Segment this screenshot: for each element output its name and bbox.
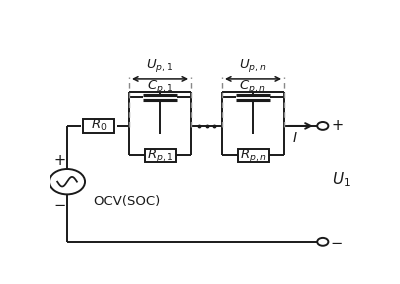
Text: $U_1$: $U_1$ [332, 170, 351, 189]
Text: $U_{p,n}$: $U_{p,n}$ [239, 57, 267, 74]
Text: $U_{p,1}$: $U_{p,1}$ [146, 57, 174, 74]
Text: $R_{p,n}$: $R_{p,n}$ [240, 147, 266, 164]
Text: $R_0$: $R_0$ [90, 118, 107, 133]
Text: $C_{p,n}$: $C_{p,n}$ [240, 78, 267, 95]
FancyBboxPatch shape [238, 149, 268, 162]
Text: $+$: $+$ [53, 153, 66, 168]
Text: $-$: $-$ [53, 196, 66, 211]
Text: $I$: $I$ [292, 131, 298, 145]
FancyBboxPatch shape [83, 119, 114, 133]
FancyBboxPatch shape [144, 149, 176, 162]
Text: $R_{p,1}$: $R_{p,1}$ [147, 147, 174, 164]
Text: $+$: $+$ [330, 118, 343, 133]
Text: $-$: $-$ [330, 234, 342, 249]
Text: OCV(SOC): OCV(SOC) [94, 195, 161, 208]
Text: $C_{p,1}$: $C_{p,1}$ [147, 78, 174, 95]
